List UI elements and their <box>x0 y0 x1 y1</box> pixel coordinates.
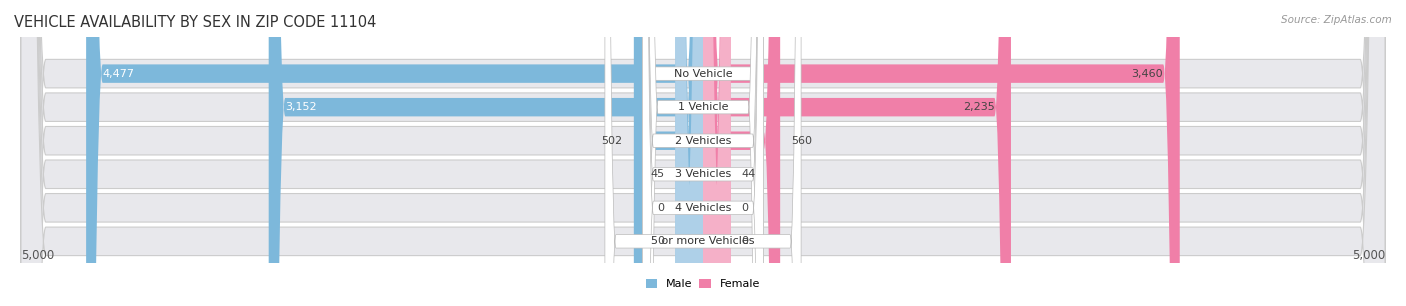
FancyBboxPatch shape <box>703 0 731 306</box>
Text: 2,235: 2,235 <box>963 102 994 112</box>
Text: 0: 0 <box>658 203 665 213</box>
FancyBboxPatch shape <box>675 0 703 306</box>
FancyBboxPatch shape <box>675 0 703 306</box>
Text: 3,460: 3,460 <box>1132 69 1163 79</box>
FancyBboxPatch shape <box>675 0 703 306</box>
FancyBboxPatch shape <box>643 0 763 306</box>
FancyBboxPatch shape <box>643 0 763 306</box>
FancyBboxPatch shape <box>21 0 1385 306</box>
FancyBboxPatch shape <box>643 0 763 306</box>
Text: 2 Vehicles: 2 Vehicles <box>675 136 731 146</box>
FancyBboxPatch shape <box>605 0 801 306</box>
FancyBboxPatch shape <box>703 0 1180 306</box>
FancyBboxPatch shape <box>703 0 780 306</box>
FancyBboxPatch shape <box>643 0 763 306</box>
Text: 5 or more Vehicles: 5 or more Vehicles <box>651 236 755 246</box>
Text: 5,000: 5,000 <box>1351 249 1385 262</box>
FancyBboxPatch shape <box>21 0 1385 306</box>
FancyBboxPatch shape <box>86 0 703 306</box>
FancyBboxPatch shape <box>703 0 731 306</box>
Text: VEHICLE AVAILABILITY BY SEX IN ZIP CODE 11104: VEHICLE AVAILABILITY BY SEX IN ZIP CODE … <box>14 15 377 30</box>
FancyBboxPatch shape <box>634 0 703 306</box>
FancyBboxPatch shape <box>703 0 731 306</box>
FancyBboxPatch shape <box>647 0 759 306</box>
Text: 0: 0 <box>658 236 665 246</box>
Text: 3 Vehicles: 3 Vehicles <box>675 169 731 179</box>
Text: 4,477: 4,477 <box>103 69 135 79</box>
Text: 4 Vehicles: 4 Vehicles <box>675 203 731 213</box>
Text: 3,152: 3,152 <box>285 102 316 112</box>
Text: 45: 45 <box>651 169 665 179</box>
Text: 5,000: 5,000 <box>21 249 55 262</box>
Text: 0: 0 <box>741 203 748 213</box>
Text: 44: 44 <box>741 169 756 179</box>
FancyBboxPatch shape <box>703 0 1011 306</box>
Text: 560: 560 <box>792 136 813 146</box>
FancyBboxPatch shape <box>21 0 1385 306</box>
Text: Source: ZipAtlas.com: Source: ZipAtlas.com <box>1281 15 1392 25</box>
Text: 1 Vehicle: 1 Vehicle <box>678 102 728 112</box>
FancyBboxPatch shape <box>21 0 1385 306</box>
FancyBboxPatch shape <box>21 0 1385 306</box>
Text: No Vehicle: No Vehicle <box>673 69 733 79</box>
Text: 502: 502 <box>602 136 623 146</box>
Text: 0: 0 <box>741 236 748 246</box>
FancyBboxPatch shape <box>269 0 703 306</box>
FancyBboxPatch shape <box>21 0 1385 306</box>
Legend: Male, Female: Male, Female <box>641 274 765 294</box>
